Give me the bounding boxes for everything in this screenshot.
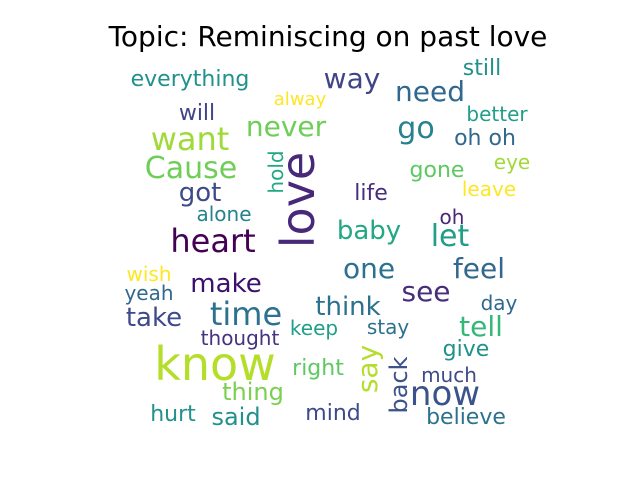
word-back: back [385,356,413,414]
word-believe: believe [426,405,506,430]
word-got: got [178,178,222,208]
word-see: see [401,275,451,308]
word-make: make [190,269,262,299]
word-go: go [397,111,435,146]
word-yeah: yeah [124,281,174,305]
word-say: say [351,344,384,394]
word-time: time [209,295,283,333]
word-give: give [442,337,490,362]
word-thought: thought [200,326,280,350]
word-will: will [178,101,216,126]
word-leave: leave [461,177,517,201]
word-right: right [292,356,344,381]
word-everything: everything [130,67,250,92]
word-take: take [125,303,183,333]
word-stay: stay [366,315,410,339]
word-eye: eye [493,150,531,174]
word-oh: oh [439,205,465,229]
word-alone: alone [196,202,252,226]
word-think: think [315,292,381,322]
word-gone: gone [409,158,465,183]
word-hurt: hurt [150,402,196,427]
word-heart: heart [170,222,256,260]
word-life: life [354,181,388,206]
word-mind: mind [305,401,361,426]
word-baby: baby [336,216,402,246]
word-feel: feel [452,252,506,285]
word-oh-oh: oh oh [454,126,516,151]
word-better: better [466,102,528,126]
word-keep: keep [289,316,339,340]
word-cause: Cause [144,151,238,186]
word-want: want [150,120,230,158]
word-hold: hold [264,150,288,194]
word-tell: tell [459,310,503,343]
word-let: let [430,219,470,254]
word-never: never [245,110,327,143]
word-way: way [323,62,381,95]
word-one: one [342,252,396,285]
word-alway: alway [273,89,327,110]
word-day: day [480,291,518,315]
word-need: need [395,75,465,108]
word-said: said [211,403,261,431]
word-know: know [154,337,276,391]
word-still: still [462,56,502,81]
word-thing: thing [222,378,284,406]
word-much: much [421,363,477,387]
word-wish: wish [126,262,172,286]
word-now: now [409,374,481,414]
chart-title: Topic: Reminiscing on past love [108,20,548,53]
